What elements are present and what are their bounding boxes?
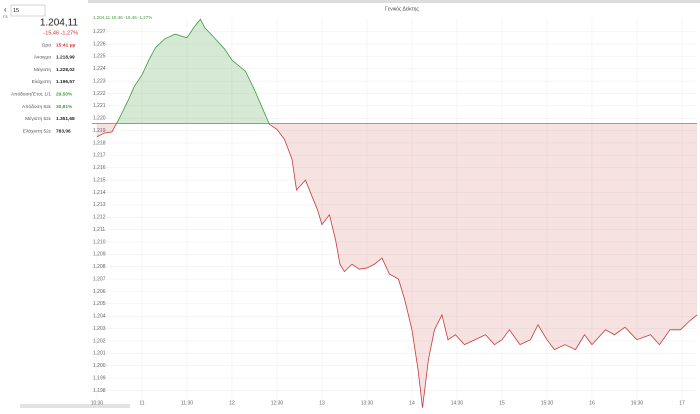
x-tick-label: 15:30 [541, 400, 554, 406]
x-tick-label: 16:30 [631, 400, 644, 406]
chart-annotation: 1.204,11 15:46 -15,46 -1,27% [93, 15, 152, 20]
y-tick-label: 1.202 [93, 338, 106, 344]
side-panel [0, 0, 88, 409]
stat-label: Μέγιστη [34, 66, 51, 73]
stat-label: Μέγιστη 52ε [25, 115, 52, 122]
price-change: -15,46 -1,27% [43, 30, 78, 36]
scrollbar[interactable] [20, 404, 130, 408]
y-tick-label: 1.226 [93, 41, 106, 47]
x-tick-label: 12 [229, 400, 235, 406]
y-tick-label: 1.225 [93, 54, 106, 60]
stat-label: Άνοιγμα [34, 55, 51, 61]
area-up [96, 19, 697, 124]
plot [92, 18, 698, 409]
y-tick-label: 1.211 [93, 227, 105, 233]
y-tick-label: 1.201 [93, 351, 106, 357]
y-tick-label: 1.214 [93, 190, 106, 196]
stat-label: Απόδοση 52ε [22, 103, 52, 110]
y-tick-label: 1.208 [93, 264, 106, 270]
stat-label: Ελάχιστη [32, 78, 52, 85]
line-down [96, 123, 698, 408]
y-tick-label: 1.199 [93, 375, 106, 381]
stat-label: Ελάχιστη 52ε [23, 127, 52, 134]
x-tick-label: 10:30 [91, 400, 104, 406]
stat-value: 29,50% [56, 91, 73, 97]
stat-value: 783,06 [56, 128, 71, 134]
y-tick-label: 1.203 [93, 326, 106, 332]
stat-label: Ώρα [41, 42, 51, 48]
stat-value: 1.351,68 [56, 116, 75, 122]
search-text[interactable]: 15 [13, 8, 19, 14]
x-tick-label: 12:30 [271, 400, 284, 406]
stat-value: 1.196,57 [56, 79, 75, 85]
x-tick-label: 15 [499, 400, 505, 406]
x-tick-label: 14 [409, 400, 415, 406]
x-tick-label: 17 [679, 400, 685, 406]
y-tick-label: 1.219 [93, 128, 106, 134]
search-box[interactable] [10, 4, 46, 17]
y-tick-label: 1.220 [93, 116, 106, 122]
last-price: 1.204,11 [40, 18, 79, 29]
y-tick-label: 1.223 [93, 78, 106, 84]
y-tick-label: 1.200 [93, 363, 106, 369]
y-tick-label: 1.221 [93, 103, 106, 109]
stat-label: Απόδοση/Έτος 1/1 [11, 90, 51, 97]
y-tick-label: 1.205 [93, 301, 106, 307]
y-tick-label: 1.198 [93, 388, 106, 394]
area-down [96, 123, 697, 408]
stat-value: 30,81% [56, 104, 73, 110]
x-tick-label: 13:30 [361, 400, 374, 406]
y-tick-label: 1.227 [93, 29, 106, 35]
x-tick-label: 16 [589, 400, 595, 406]
stat-value: 1.228,02 [56, 67, 75, 73]
y-tick-label: 1.204 [93, 314, 106, 320]
y-tick-label: 1.224 [93, 66, 106, 72]
x-tick-label: 11 [139, 400, 144, 406]
stat-value: 1.218,99 [56, 55, 75, 61]
y-tick-label: 1.206 [93, 289, 106, 295]
x-tick-label: 14:30 [451, 400, 464, 406]
x-tick-label: 11:30 [181, 400, 193, 406]
unit-label: Γδ. [3, 14, 9, 19]
tab-strip [0, 0, 700, 3]
line-up [116, 18, 270, 124]
y-tick-label: 1.217 [93, 153, 106, 159]
y-tick-label: 1.212 [93, 215, 106, 221]
y-tick-label: 1.207 [93, 276, 106, 282]
y-tick-label: 1.209 [93, 252, 106, 258]
y-tick-label: 1.222 [93, 91, 106, 97]
chart-title: Γενικός Δείκτης [385, 5, 419, 12]
back-button[interactable]: ‹ [4, 5, 7, 14]
y-tick-label: 1.210 [93, 239, 106, 245]
y-tick-label: 1.216 [93, 165, 106, 171]
y-tick-label: 1.213 [93, 202, 106, 208]
y-tick-label: 1.215 [93, 177, 106, 183]
y-tick-label: 1.218 [93, 140, 106, 146]
x-tick-label: 13 [319, 400, 325, 406]
stat-value: 15:41 μμ [56, 42, 76, 48]
